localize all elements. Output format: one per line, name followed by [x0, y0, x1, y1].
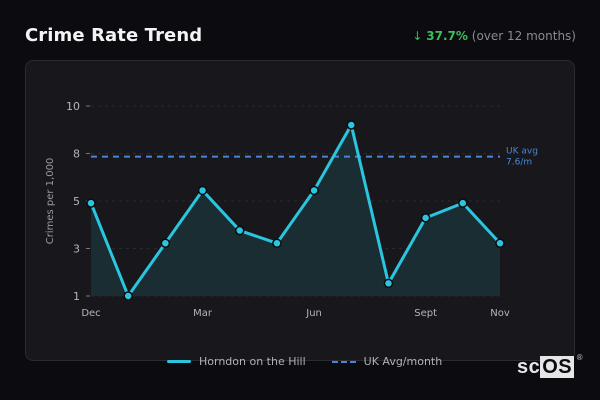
y-tick-label: 10 [66, 100, 80, 113]
chart-legend: Horndon on the Hill UK Avg/month [167, 355, 458, 368]
y-axis-label: Crimes per 1,000 [45, 158, 56, 245]
legend-item-uk-avg[interactable]: UK Avg/month [331, 355, 443, 368]
legend-label: Horndon on the Hill [199, 355, 306, 368]
series-line [89, 123, 502, 298]
solid-line-swatch-icon [167, 360, 191, 363]
dashed-line-swatch-icon [331, 360, 356, 363]
data-point[interactable] [495, 238, 505, 248]
data-point[interactable] [234, 225, 245, 236]
registered-mark: ® [576, 353, 584, 362]
data-point[interactable] [346, 120, 357, 130]
page-title: Crime Rate Trend [25, 25, 203, 46]
legend-item-area[interactable]: Horndon on the Hill [167, 355, 306, 368]
series-area [91, 125, 500, 296]
legend-label: UK Avg/month [363, 355, 443, 368]
brand-highlight: OS [540, 356, 575, 378]
data-point[interactable] [420, 213, 431, 223]
data-point[interactable] [123, 291, 133, 301]
down-arrow-icon: ↓ [412, 29, 423, 43]
change-percent: 37.7% [426, 29, 468, 43]
y-tick-label: 8 [73, 148, 80, 161]
y-tick-label: 5 [73, 195, 80, 208]
change-period: (over 12 months) [471, 29, 576, 43]
trend-change: ↓ 37.7% (over 12 months) [412, 29, 576, 43]
data-point[interactable] [458, 198, 468, 208]
x-tick-label: Jun [305, 308, 322, 319]
brand-prefix: sc [517, 356, 541, 378]
x-tick-label: Sept [414, 308, 437, 319]
x-tick-label: Mar [193, 308, 213, 319]
y-tick-label: 1 [73, 290, 80, 303]
data-point[interactable] [383, 278, 394, 289]
x-tick-label: Nov [490, 308, 510, 319]
brand-logo: sc OS ® [517, 353, 583, 379]
avg-annotation: 7.6/m [506, 158, 532, 168]
y-tick-label: 3 [73, 243, 80, 256]
x-tick-label: Dec [81, 308, 100, 319]
data-point[interactable] [160, 238, 171, 248]
data-point[interactable] [197, 185, 208, 196]
data-point[interactable] [272, 238, 282, 248]
data-point[interactable] [309, 185, 319, 196]
data-point[interactable] [86, 198, 96, 208]
avg-annotation: UK avg [506, 147, 538, 157]
